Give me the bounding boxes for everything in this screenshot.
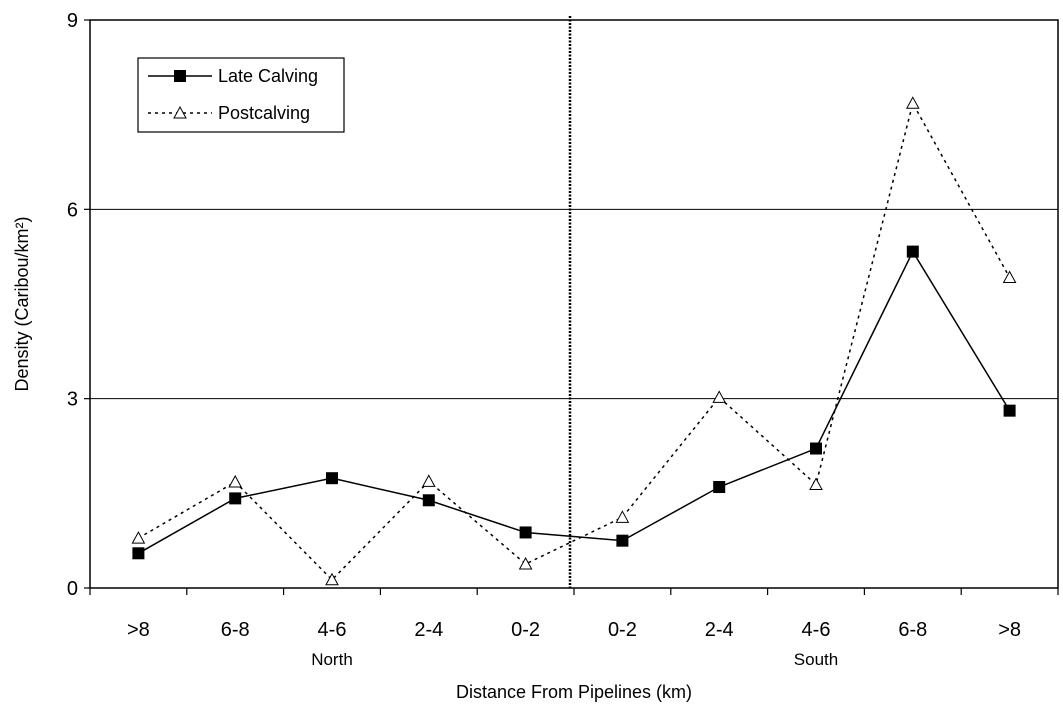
- legend-marker-late-calving: [174, 70, 186, 82]
- x-tick-label-1: 6-8: [221, 619, 250, 641]
- gridlines: [90, 208, 1058, 400]
- point-postcalving-7: [809, 477, 823, 490]
- x-tick-label-2: 4-6: [318, 619, 347, 641]
- legend-box: [137, 57, 345, 133]
- x-tick-label-8: 6-8: [898, 619, 927, 641]
- axes: [84, 19, 1059, 595]
- series-line-postcalving: [138, 101, 1011, 581]
- point-postcalving-6: [712, 390, 727, 403]
- point-postcalving-8: [905, 96, 920, 109]
- point-postcalving-3: [421, 474, 436, 487]
- point-late-calving-5: [616, 534, 629, 547]
- y-tick-label-3: 3: [67, 389, 78, 411]
- legend-marker-postcalving: [173, 105, 187, 119]
- point-late-calving-7: [810, 442, 822, 455]
- group-label-south: South: [794, 650, 838, 669]
- point-postcalving-1: [228, 474, 243, 488]
- point-late-calving-0: [132, 547, 145, 560]
- series-layer: [131, 96, 1017, 586]
- x-tick-label-5: 0-2: [608, 619, 637, 641]
- legend-label-late-calving: Late Calving: [218, 66, 318, 86]
- group-label-north: North: [311, 650, 353, 669]
- series-line-late-calving: [138, 250, 1011, 554]
- y-tick-label-6: 6: [67, 199, 78, 221]
- x-tick-label-3: 2-4: [414, 619, 443, 641]
- group-labels: North South: [311, 650, 838, 669]
- point-late-calving-2: [326, 472, 338, 485]
- point-postcalving-9: [1002, 270, 1017, 283]
- x-tick-label-0: >8: [127, 619, 150, 641]
- x-axis-title: Distance From Pipelines (km): [456, 682, 692, 702]
- x-tick-label-9: >8: [998, 619, 1021, 641]
- x-tick-labels: >8 6-8 4-6 2-4 0-2 0-2 2-4 4-6 6-8 >8: [127, 619, 1021, 641]
- y-tick-labels: 0 3 6 9: [67, 10, 78, 600]
- legend-label-postcalving: Postcalving: [218, 103, 310, 123]
- y-axis-title: Density (Caribou/km²): [12, 216, 32, 391]
- point-late-calving-9: [1003, 404, 1016, 417]
- x-tick-label-6: 2-4: [705, 619, 734, 641]
- point-late-calving-4: [519, 526, 532, 539]
- point-late-calving-6: [713, 481, 726, 494]
- x-tick-label-7: 4-6: [802, 619, 831, 641]
- point-postcalving-5: [615, 510, 630, 523]
- point-late-calving-1: [229, 492, 242, 505]
- x-tick-label-4: 0-2: [511, 619, 540, 641]
- point-late-calving-8: [906, 245, 919, 258]
- point-postcalving-0: [131, 531, 146, 544]
- y-tick-label-0: 0: [67, 578, 78, 600]
- point-late-calving-3: [422, 494, 435, 507]
- legend: Late Calving Postcalving: [137, 57, 345, 133]
- point-postcalving-2: [325, 572, 339, 586]
- point-postcalving-4: [518, 556, 533, 570]
- y-tick-label-9: 9: [67, 10, 78, 32]
